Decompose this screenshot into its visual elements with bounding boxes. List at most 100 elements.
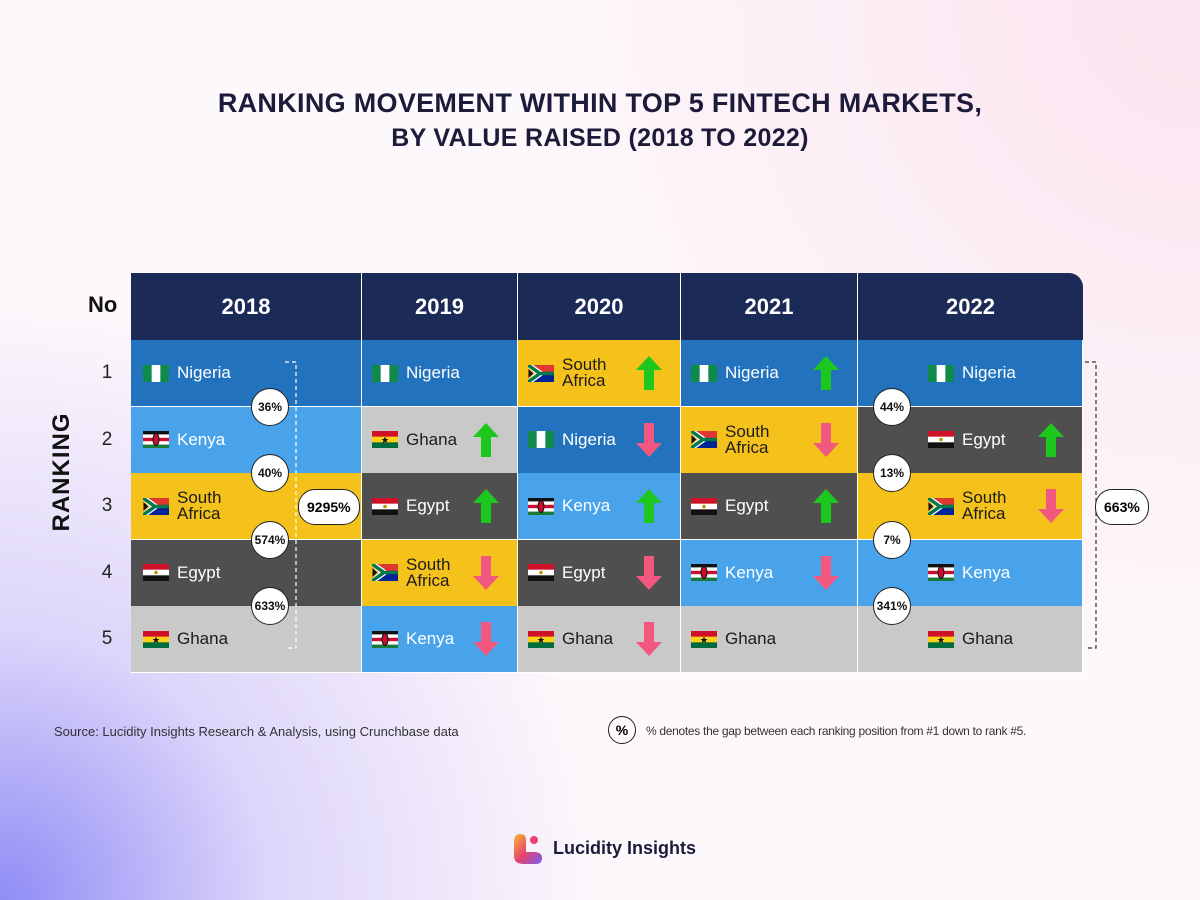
source: Source: Lucidity Insights Research & Ana… [54,724,459,739]
country-name: South Africa [406,554,451,590]
flag [691,630,717,648]
market-cell: Kenya [681,539,858,607]
title: RANKING MOVEMENT WITHIN TOP 5 FINTECH MA… [217,88,983,118]
gap-badge: 574% [251,520,289,559]
year-header: 2022 [858,273,1083,340]
country-name: Kenya [562,496,611,515]
gap-badge: 44% [873,387,911,426]
market-cell: Ghana [362,406,518,474]
flag [928,431,954,448]
country-name: Ghana [962,629,1014,648]
country-name: Ghana [725,629,777,648]
flag [691,497,717,515]
rank-number: 2 [101,428,113,450]
flag [691,364,717,382]
arrow-down [813,555,839,590]
country-name: Kenya [406,629,455,648]
rank-number: 5 [101,628,113,649]
year-header: 2020 [518,273,681,340]
country-name: South Africa [562,355,607,390]
flag [528,630,554,648]
country-name: Kenya [177,429,226,449]
arrow-up [473,489,499,523]
arrow-up [636,489,662,523]
country-name: Kenya [725,562,774,582]
country-name: South Africa [177,488,222,523]
rank-number: 4 [101,561,113,583]
country-name: Ghana [562,629,614,648]
flag [528,431,554,448]
market-cell: Nigeria [362,340,518,407]
flag [143,564,169,581]
market-cell: South Africa [858,473,1083,540]
market-cell: Egypt [681,473,858,540]
market-cell: Ghana [518,606,681,673]
market-cell: Egypt [362,473,518,540]
rank-number: 3 [101,495,113,516]
arrow-up [813,356,839,390]
flag [143,431,169,448]
arrow-up [1038,422,1064,457]
country-name: Egypt [725,496,769,515]
flag [143,364,169,382]
flag [372,564,398,581]
country-name: Ghana [177,629,229,648]
flag [928,364,954,382]
country-name: Egypt [962,429,1006,449]
arrow-up [813,489,839,523]
gap-badge: 13% [873,454,911,492]
country-name: Nigeria [562,429,616,449]
country-name: Nigeria [725,363,779,382]
market-cell: Nigeria [131,340,362,407]
total-gap-badge: 663% [1095,489,1149,525]
gap-badge: 40% [251,454,289,492]
logo [514,834,542,864]
flag [528,497,554,515]
flag [928,497,954,515]
market-cell: Nigeria [681,340,858,407]
flag [143,497,169,515]
country-name: South Africa [962,488,1007,523]
country-name: Egypt [177,562,221,582]
market-cell: South Africa [362,539,518,607]
country-name: Nigeria [177,363,231,382]
market-cell: Egypt [131,539,362,607]
flag [372,630,398,648]
arrow-down [1038,489,1064,523]
market-cell: South Africa [518,340,681,407]
year-header: 2019 [362,273,518,340]
country-name: Nigeria [962,363,1016,382]
market-cell: Nigeria [518,406,681,474]
country-name: Nigeria [406,363,460,382]
gap-bracket [285,361,297,649]
country-name: Kenya [962,562,1011,582]
arrow-down [473,555,499,590]
gap-badge: 341% [873,587,911,625]
legend-symbol: % [608,716,636,744]
gap-badge: 633% [251,587,289,625]
flag [528,564,554,581]
market-cell: Kenya [362,606,518,673]
arrow-down [636,555,662,590]
year-header: 2021 [681,273,858,340]
market-cell: Kenya [131,406,362,474]
arrow-up [636,356,662,390]
market-cell: Ghana [131,606,362,673]
rank-number: 1 [101,362,113,383]
arrow-down [636,622,662,656]
country-name: Egypt [562,562,606,582]
flag [528,364,554,382]
rank-header: No [88,292,118,317]
flag [372,364,398,382]
year-header: 2018 [131,273,362,340]
flag [691,564,717,581]
arrow-down [636,422,662,457]
gap-badge: 7% [873,520,911,559]
arrow-up [473,422,499,457]
flag [928,630,954,648]
flag [928,564,954,581]
brand: Lucidity Insights [553,838,697,858]
flag [372,497,398,515]
flag [372,431,398,448]
